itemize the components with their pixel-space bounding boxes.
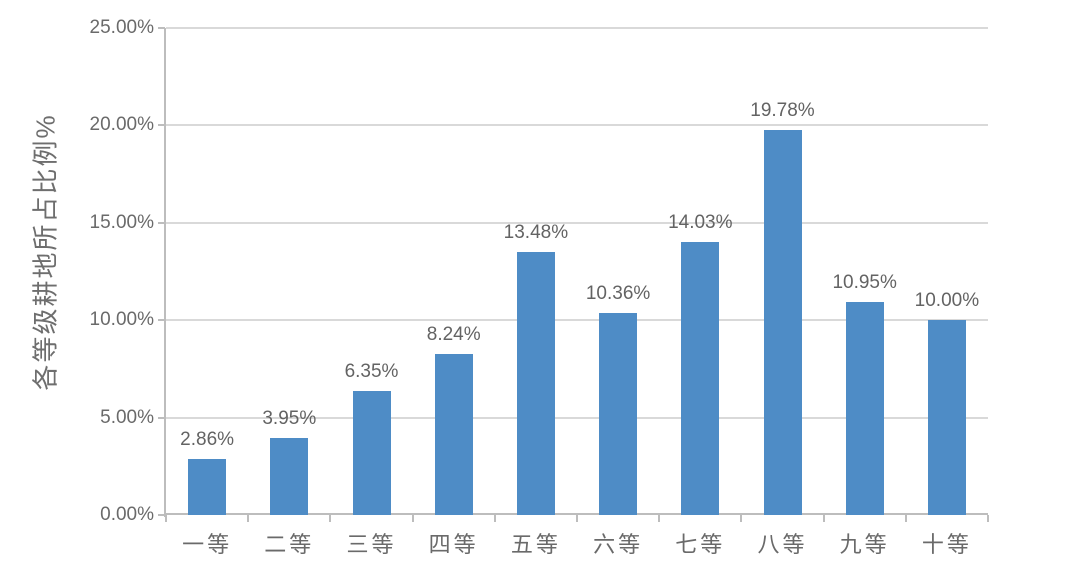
x-tick-mark — [493, 515, 496, 522]
x-tick-mark — [987, 515, 989, 522]
bar-value-label: 6.35% — [344, 361, 399, 383]
bar-value-label: 3.95% — [262, 408, 317, 430]
y-axis-title: 各等级耕地所占比例% — [30, 113, 61, 391]
gridline — [166, 27, 988, 29]
y-tick-label: 20.00% — [89, 114, 154, 136]
x-tick-mark — [576, 515, 578, 522]
bar-value-label: 2.86% — [180, 429, 235, 451]
x-tick-label: 十等 — [921, 532, 972, 557]
x-tick-label: 九等 — [839, 532, 890, 557]
bar — [352, 391, 391, 515]
bar — [270, 438, 309, 515]
x-tick-label: 六等 — [593, 532, 644, 557]
y-tick-mark — [158, 27, 165, 29]
x-tick-label: 七等 — [675, 532, 726, 557]
y-tick-mark — [158, 221, 165, 224]
bar — [434, 354, 473, 515]
plot-area: 2.86% 3.95% 6.35% 8.24% 13.48% 10.36% 14.03% 19… — [166, 27, 988, 515]
bar — [188, 459, 227, 515]
x-tick-label: 一等 — [182, 532, 233, 557]
y-tick-label: 0.00% — [100, 504, 154, 525]
gridline — [166, 416, 988, 419]
y-axis-line — [164, 28, 166, 517]
bar — [681, 241, 720, 515]
x-tick-mark — [904, 515, 907, 522]
y-tick-mark — [158, 124, 165, 127]
gridline — [166, 221, 988, 224]
x-tick-label: 二等 — [264, 532, 315, 557]
x-axis-line — [164, 513, 988, 515]
x-tick-mark — [329, 515, 332, 522]
x-tick-mark — [658, 515, 661, 522]
y-tick-mark — [158, 416, 165, 419]
x-tick-mark — [411, 515, 414, 522]
bar-value-label: 19.78% — [750, 99, 815, 121]
bar — [763, 129, 802, 515]
bar-value-label: 14.03% — [668, 211, 733, 233]
y-tick-label: 25.00% — [89, 17, 154, 38]
x-tick-label: 四等 — [428, 532, 479, 557]
gridline — [166, 124, 988, 127]
x-tick-label: 八等 — [757, 532, 808, 557]
bar-value-label: 10.36% — [585, 283, 651, 305]
bar-value-label: 8.24% — [426, 324, 481, 346]
x-tick-label: 五等 — [510, 532, 561, 557]
bar — [927, 320, 966, 515]
bar-value-label: 13.48% — [503, 222, 569, 244]
y-tick-mark — [158, 319, 165, 322]
x-tick-mark — [247, 515, 250, 522]
gridline — [166, 319, 988, 322]
x-tick-mark — [822, 515, 825, 522]
bar — [845, 301, 884, 515]
y-tick-mark — [158, 514, 165, 516]
x-tick-label: 三等 — [346, 532, 397, 557]
y-tick-label: 5.00% — [100, 406, 154, 428]
bar — [516, 252, 555, 515]
x-tick-mark — [165, 515, 167, 522]
x-tick-mark — [740, 515, 743, 522]
y-tick-label: 15.00% — [89, 211, 154, 233]
bar-value-label: 10.00% — [914, 290, 980, 312]
y-tick-label: 10.00% — [89, 309, 154, 331]
bar-value-label: 10.95% — [832, 271, 897, 293]
bar — [599, 313, 638, 515]
